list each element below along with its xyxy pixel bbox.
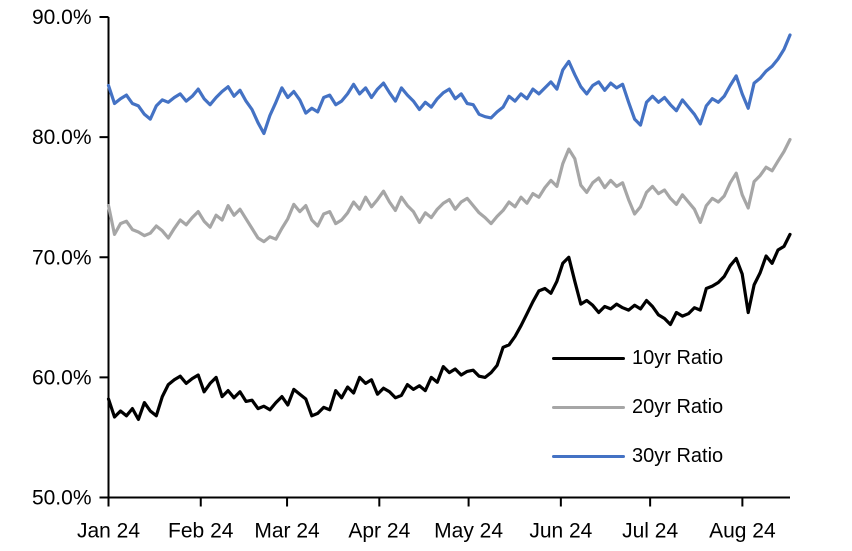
y-tick-label: 70.0%	[32, 246, 92, 269]
legend-label-30yr: 30yr Ratio	[632, 445, 724, 467]
legend-line-30yr-icon	[552, 454, 625, 459]
y-tick-label: 50.0%	[32, 487, 92, 510]
y-tick-label: 90.0%	[32, 6, 92, 29]
x-tick-label: Jun 24	[529, 520, 592, 543]
x-tick-label: May 24	[434, 520, 503, 543]
y-tick-label: 80.0%	[32, 126, 92, 149]
legend-item-30yr: 30yr Ratio	[552, 432, 723, 481]
legend-item-20yr: 20yr Ratio	[552, 383, 723, 432]
x-tick-label: Feb 24	[168, 520, 234, 543]
legend-line-20yr-icon	[552, 405, 625, 410]
x-tick-label: Jan 24	[77, 520, 140, 543]
x-tick-label: Jul 24	[622, 520, 678, 543]
y-tick-label: 60.0%	[32, 366, 92, 389]
series-line-20yr-ratio	[106, 137, 792, 244]
series-line-30yr-ratio	[106, 33, 792, 136]
legend-line-10yr-icon	[552, 356, 625, 361]
x-tick-label: Apr 24	[348, 520, 410, 543]
legend-label-20yr: 20yr Ratio	[632, 396, 724, 418]
series-line-10yr-ratio	[106, 232, 792, 421]
legend-item-10yr: 10yr Ratio	[552, 334, 723, 383]
legend-label-10yr: 10yr Ratio	[632, 347, 724, 369]
x-tick-label: Mar 24	[254, 520, 320, 543]
x-tick-label: Aug 24	[709, 520, 776, 543]
legend: 10yr Ratio 20yr Ratio 30yr Ratio	[552, 334, 723, 481]
